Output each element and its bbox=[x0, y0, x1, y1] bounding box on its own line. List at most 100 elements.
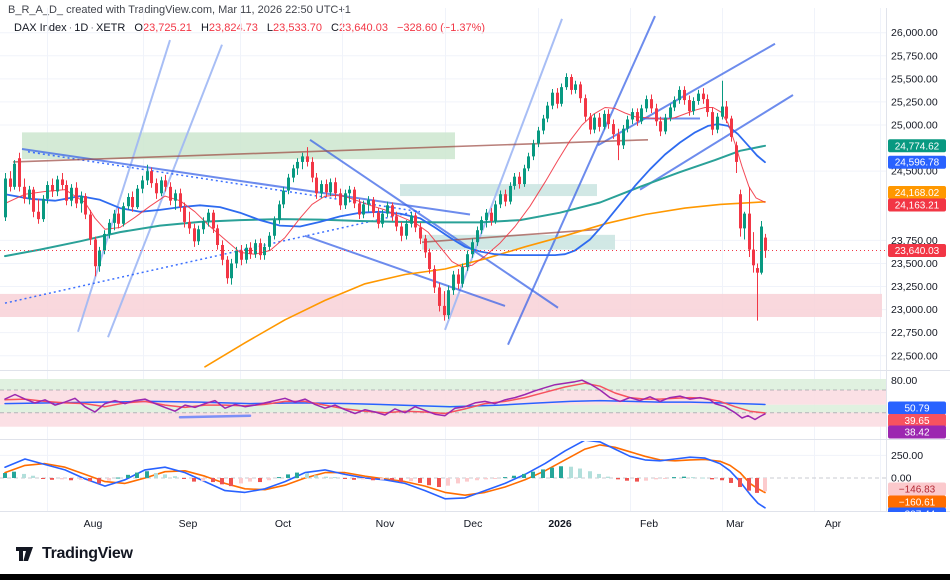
trendline-med[interactable] bbox=[639, 94, 794, 191]
symbol-name[interactable]: DAX Index bbox=[14, 22, 67, 34]
candle-up bbox=[42, 198, 45, 220]
candle-down bbox=[150, 171, 153, 184]
price-tick-label: 25,000.00 bbox=[891, 120, 938, 132]
macd-hist-bar-negative bbox=[755, 478, 759, 493]
macd-hist-bar-negative bbox=[211, 478, 215, 483]
price-tick-label: 22,500.00 bbox=[891, 350, 938, 362]
tradingview-logo[interactable]: TradingView bbox=[14, 543, 133, 565]
macd-hist-bar-positive bbox=[314, 475, 318, 478]
macd-signal-line bbox=[4, 444, 766, 497]
candle-down bbox=[131, 196, 134, 208]
macd-hist-bar-positive bbox=[569, 466, 573, 478]
candle-up bbox=[113, 213, 116, 223]
macd-hist-bar-positive bbox=[682, 476, 686, 478]
candle-up bbox=[160, 180, 163, 194]
candle-down bbox=[725, 106, 728, 119]
candle-up bbox=[245, 247, 248, 260]
candle-down bbox=[433, 268, 436, 288]
price-tick-label: 26,000.00 bbox=[891, 27, 938, 39]
trendline-maroon[interactable] bbox=[12, 138, 649, 163]
month-gridlines bbox=[47, 8, 881, 512]
rsi-ma-red-line bbox=[4, 382, 766, 415]
macd-hist-bar-negative bbox=[220, 478, 224, 485]
candle-down bbox=[752, 249, 755, 266]
macd-hist-bar-negative bbox=[635, 478, 639, 482]
candle-down bbox=[377, 212, 380, 224]
macd-tick-label: 0.00 bbox=[891, 473, 912, 485]
candle-up bbox=[631, 112, 634, 120]
month-label-apr[interactable]: Apr bbox=[825, 518, 842, 530]
candle-down bbox=[353, 189, 356, 204]
candle-up bbox=[452, 274, 455, 291]
price-tick-label: 23,750.00 bbox=[891, 235, 938, 247]
macd-hist-bar-positive bbox=[578, 468, 582, 478]
candle-up bbox=[447, 290, 450, 316]
change-value: −328.60 (−1.37%) bbox=[397, 22, 486, 34]
rsi-band bbox=[0, 379, 886, 390]
macd-hist-bar-negative bbox=[493, 478, 497, 479]
macd-hist-bar-positive bbox=[154, 473, 158, 478]
month-label-nov[interactable]: Nov bbox=[376, 518, 395, 530]
price-tick-label: 22,750.00 bbox=[891, 327, 938, 339]
candle-up bbox=[344, 193, 347, 206]
month-label-sep[interactable]: Sep bbox=[179, 518, 198, 530]
candle-down bbox=[414, 215, 417, 228]
candle-up bbox=[461, 267, 464, 284]
candle-down bbox=[164, 180, 167, 187]
candle-down bbox=[584, 98, 587, 117]
candle-up bbox=[546, 105, 549, 119]
candle-up bbox=[678, 89, 681, 101]
macd-hist-bar-negative bbox=[343, 478, 347, 479]
candle-down bbox=[739, 194, 742, 229]
month-label-2026[interactable]: 2026 bbox=[548, 518, 572, 530]
symbol-legend[interactable]: DAX Index · 1D · XETR O23,725.21 H23,824.73 … bbox=[14, 22, 485, 34]
trendline-med[interactable] bbox=[309, 138, 559, 309]
candle-up bbox=[509, 185, 512, 202]
macd-hist-bar-negative bbox=[361, 478, 365, 480]
timeframe-label[interactable]: 1D bbox=[74, 22, 89, 34]
macd-hist-bar-positive bbox=[116, 477, 120, 479]
axis-badge bbox=[888, 244, 946, 257]
month-label-mar[interactable]: Mar bbox=[726, 518, 745, 530]
candle-up bbox=[669, 107, 672, 118]
month-label-dec[interactable]: Dec bbox=[464, 518, 483, 530]
trendline-light[interactable] bbox=[444, 18, 563, 331]
macd-hist-bar-positive bbox=[163, 474, 167, 478]
trendline-med[interactable] bbox=[21, 148, 471, 216]
candle-up bbox=[622, 128, 625, 146]
trendline-maroon[interactable] bbox=[421, 228, 601, 244]
candle-down bbox=[216, 228, 219, 245]
macd-tick-label: 250.00 bbox=[891, 450, 923, 462]
candle-up bbox=[329, 182, 332, 193]
candle-down bbox=[428, 252, 431, 269]
axis-badge-label: 23,640.03 bbox=[895, 246, 940, 257]
legend-separator: · bbox=[90, 22, 94, 34]
candle-up bbox=[268, 235, 271, 247]
macd-hist-bar-positive bbox=[606, 476, 610, 478]
candle-up bbox=[664, 117, 667, 132]
price-tick-label: 25,750.00 bbox=[891, 50, 938, 62]
legend-separator: · bbox=[68, 22, 73, 34]
candle-up bbox=[362, 204, 365, 215]
macd-hist-bar-negative bbox=[192, 478, 196, 482]
candle-up bbox=[386, 205, 389, 214]
macd-hist-bar-positive bbox=[672, 477, 676, 479]
candle-down bbox=[504, 194, 507, 202]
month-label-oct[interactable]: Oct bbox=[275, 518, 291, 530]
price-tick-label: 23,500.00 bbox=[891, 258, 938, 270]
axis-badge-label: 24,163.21 bbox=[895, 201, 940, 212]
candle-up bbox=[230, 263, 233, 279]
high-value: 23,824.73 bbox=[208, 22, 258, 34]
macd-hist-bar-negative bbox=[399, 478, 403, 483]
month-label-feb[interactable]: Feb bbox=[640, 518, 658, 530]
trendline-dotted[interactable] bbox=[4, 210, 419, 304]
macd-hist-bar-positive bbox=[559, 466, 563, 478]
macd-hist-bar-negative bbox=[390, 478, 394, 481]
candle-up bbox=[320, 184, 323, 194]
exchange-label[interactable]: XETR bbox=[96, 22, 126, 34]
trendline-med[interactable] bbox=[304, 234, 506, 307]
month-label-aug[interactable]: Aug bbox=[84, 518, 103, 530]
candle-up bbox=[46, 184, 49, 199]
candle-up bbox=[716, 116, 719, 130]
